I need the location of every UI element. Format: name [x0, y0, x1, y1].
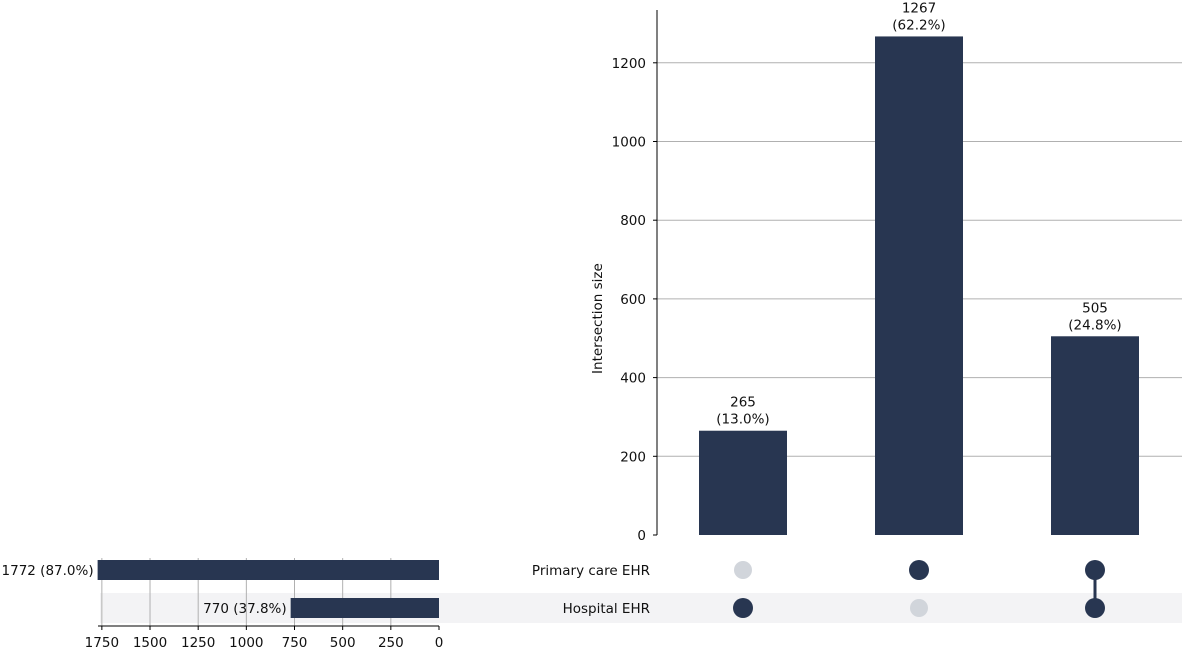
- matrix-dot-active: [1085, 560, 1105, 580]
- y-tick-label: 400: [620, 371, 646, 387]
- intersection-bar: [699, 430, 787, 535]
- matrix-dot-inactive: [910, 599, 928, 617]
- x-tick-label: 1000: [229, 635, 263, 650]
- matrix-dot-inactive: [734, 561, 752, 579]
- x-tick-label: 1500: [133, 635, 167, 650]
- row-shade: [100, 593, 1182, 623]
- bar-percent-label: (13.0%): [716, 412, 769, 428]
- y-tick-label: 0: [637, 528, 646, 544]
- set-size-bar: [97, 560, 440, 580]
- intersection-bar: [1051, 336, 1139, 535]
- y-tick-label: 200: [620, 449, 646, 465]
- x-tick-label: 250: [378, 635, 404, 650]
- intersection-bar: [875, 36, 963, 536]
- bar-count-label: 1267: [902, 0, 936, 16]
- y-tick-label: 600: [620, 292, 646, 308]
- matrix-dot-active: [1085, 598, 1105, 618]
- set-size-label: 770 (37.8%): [203, 601, 286, 617]
- bar-count-label: 505: [1082, 300, 1108, 316]
- x-tick-label: 1250: [181, 635, 215, 650]
- x-tick-label: 500: [330, 635, 356, 650]
- y-tick-label: 800: [620, 213, 646, 229]
- bar-count-label: 265: [730, 395, 756, 411]
- matrix-dot-active: [733, 598, 753, 618]
- bar-percent-label: (24.8%): [1068, 317, 1121, 333]
- matrix-dot-active: [909, 560, 929, 580]
- set-size-label: 1772 (87.0%): [2, 563, 94, 579]
- x-tick-label: 1750: [85, 635, 119, 650]
- x-tick-label: 750: [282, 635, 308, 650]
- bar-percent-label: (62.2%): [892, 17, 945, 33]
- y-axis-title: Intersection size: [590, 263, 606, 374]
- y-tick-label: 1000: [612, 135, 646, 151]
- set-name-label: Primary care EHR: [532, 563, 650, 579]
- set-name-label: Hospital EHR: [563, 601, 650, 617]
- x-tick-label: 0: [435, 635, 444, 650]
- set-size-bar: [290, 598, 439, 618]
- y-tick-label: 1200: [612, 56, 646, 72]
